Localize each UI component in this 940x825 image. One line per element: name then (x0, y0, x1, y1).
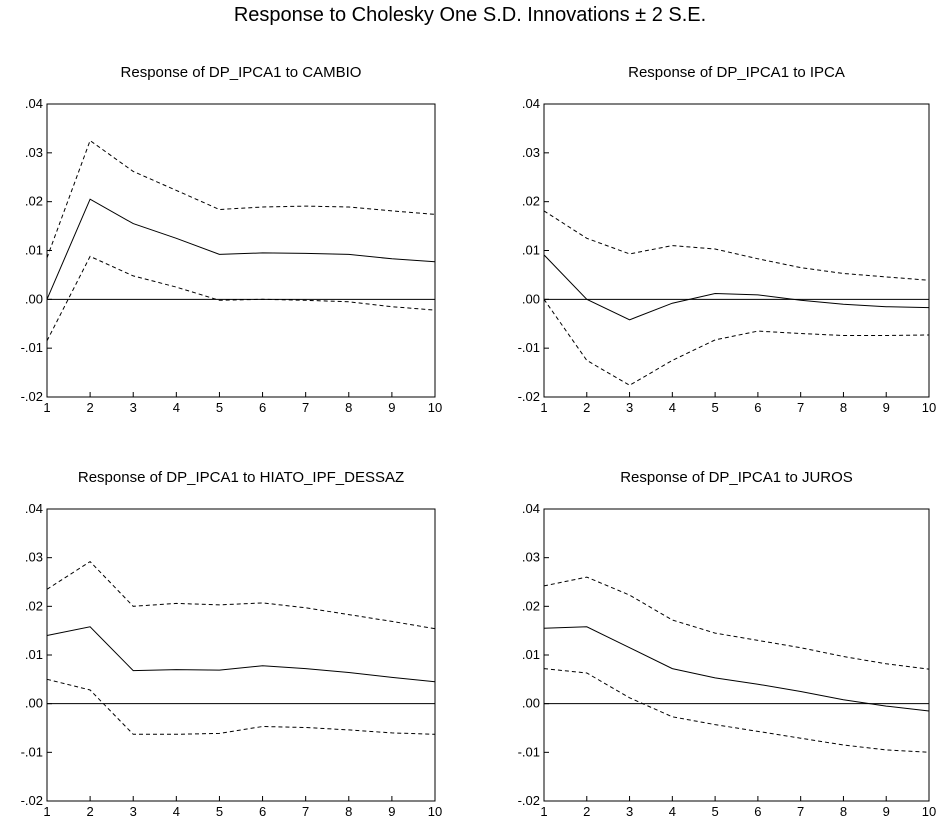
x-tick-label: 6 (754, 804, 761, 819)
x-tick-label: 4 (173, 400, 180, 415)
x-tick-label: 9 (388, 804, 395, 819)
x-tick-label: 9 (883, 804, 890, 819)
y-tick-label: -.01 (21, 340, 43, 355)
x-tick-label: 2 (583, 400, 590, 415)
x-tick-label: 10 (922, 804, 936, 819)
x-tick-label: 4 (669, 400, 676, 415)
panel-title: Response of DP_IPCA1 to HIATO_IPF_DESSAZ (78, 469, 404, 486)
panel-title: Response of DP_IPCA1 to JUROS (620, 469, 853, 486)
x-tick-label: 6 (754, 400, 761, 415)
x-tick-label: 3 (626, 804, 633, 819)
panel-title: Response of DP_IPCA1 to CAMBIO (121, 64, 362, 81)
upper-band-line (543, 576, 930, 670)
lower-band-line (46, 678, 436, 735)
x-tick-label: 7 (302, 400, 309, 415)
x-tick-label: 8 (840, 804, 847, 819)
x-tick-label: 5 (711, 804, 718, 819)
y-tick-label: .04 (522, 96, 540, 111)
x-tick-label: 6 (259, 400, 266, 415)
x-tick-label: 4 (173, 804, 180, 819)
y-tick-label: .02 (522, 194, 540, 209)
x-tick-label: 1 (540, 804, 547, 819)
x-tick-label: 4 (669, 804, 676, 819)
plot-frame (543, 103, 930, 398)
x-tick-label: 2 (86, 400, 93, 415)
lower-band-line (46, 255, 436, 342)
panel-cambio: Response of DP_IPCA1 to CAMBIO .04 .03 .02.… (21, 64, 443, 415)
x-tick-label: 3 (130, 804, 137, 819)
y-tick-label: -.02 (21, 389, 43, 404)
x-tick-label: 8 (840, 400, 847, 415)
y-tick-label: .04 (522, 501, 540, 516)
y-tick-label: -.01 (21, 744, 43, 759)
upper-band-line (543, 210, 930, 281)
panel-hiato: Response of DP_IPCA1 to HIATO_IPF_DESSAZ… (21, 469, 443, 819)
y-tick-label: .01 (25, 647, 43, 662)
y-tick-label: .00 (522, 696, 540, 711)
x-tick-label: 7 (797, 400, 804, 415)
figure-title: Response to Cholesky One S.D. Innovation… (233, 4, 707, 26)
plot-frame (46, 103, 436, 398)
x-tick-label: 8 (345, 804, 352, 819)
x-tick-label: 5 (711, 400, 718, 415)
panel-title: Response of DP_IPCA1 to IPCA (628, 64, 845, 81)
response-line (543, 626, 930, 712)
y-tick-label: -.02 (518, 389, 540, 404)
lower-band-line (543, 299, 930, 386)
y-tick-label: .02 (522, 598, 540, 613)
panel-juros: Response of DP_IPCA1 to JUROS .04 .03 .02 .0… (518, 469, 937, 819)
x-tick-label: 5 (216, 400, 223, 415)
y-tick-label: .01 (25, 243, 43, 258)
x-tick-label: 3 (626, 400, 633, 415)
x-tick-label: 5 (216, 804, 223, 819)
x-tick-label: 2 (86, 804, 93, 819)
panel-ipca: Response of DP_IPCA1 to IPCA .04 .03 .02 .01… (518, 64, 937, 415)
response-line (46, 626, 436, 683)
response-line (46, 198, 436, 300)
x-tick-label: 1 (43, 400, 50, 415)
y-tick-label: .04 (25, 96, 43, 111)
x-tick-label: 2 (583, 804, 590, 819)
plot-frame (46, 508, 436, 802)
y-tick-label: -.01 (518, 744, 540, 759)
x-tick-label: 10 (428, 804, 442, 819)
x-tick-label: 1 (540, 400, 547, 415)
x-tick-label: 6 (259, 804, 266, 819)
lower-band-line (543, 668, 930, 753)
y-tick-label: .02 (25, 194, 43, 209)
y-tick-label: .03 (25, 145, 43, 160)
x-tick-label: 1 (43, 804, 50, 819)
x-tick-label: 9 (388, 400, 395, 415)
x-tick-label: 9 (883, 400, 890, 415)
plot-frame (543, 508, 930, 802)
y-tick-label: .03 (25, 550, 43, 565)
x-tick-label: 7 (302, 804, 309, 819)
y-tick-label: -.02 (21, 793, 43, 808)
y-tick-label: .00 (25, 291, 43, 306)
y-tick-label: .01 (522, 243, 540, 258)
y-tick-label: -.01 (518, 340, 540, 355)
x-tick-label: 8 (345, 400, 352, 415)
x-tick-label: 3 (130, 400, 137, 415)
y-tick-label: .04 (25, 501, 43, 516)
upper-band-line (46, 560, 436, 630)
y-tick-label: .03 (522, 550, 540, 565)
x-tick-label: 10 (428, 400, 442, 415)
y-tick-label: .02 (25, 598, 43, 613)
y-tick-label: -.02 (518, 793, 540, 808)
y-tick-label: .01 (522, 647, 540, 662)
response-line (543, 254, 930, 321)
upper-band-line (46, 139, 436, 258)
y-tick-label: .00 (25, 696, 43, 711)
x-tick-label: 10 (922, 400, 936, 415)
x-tick-label: 7 (797, 804, 804, 819)
y-tick-label: .03 (522, 145, 540, 160)
y-tick-label: .00 (522, 291, 540, 306)
